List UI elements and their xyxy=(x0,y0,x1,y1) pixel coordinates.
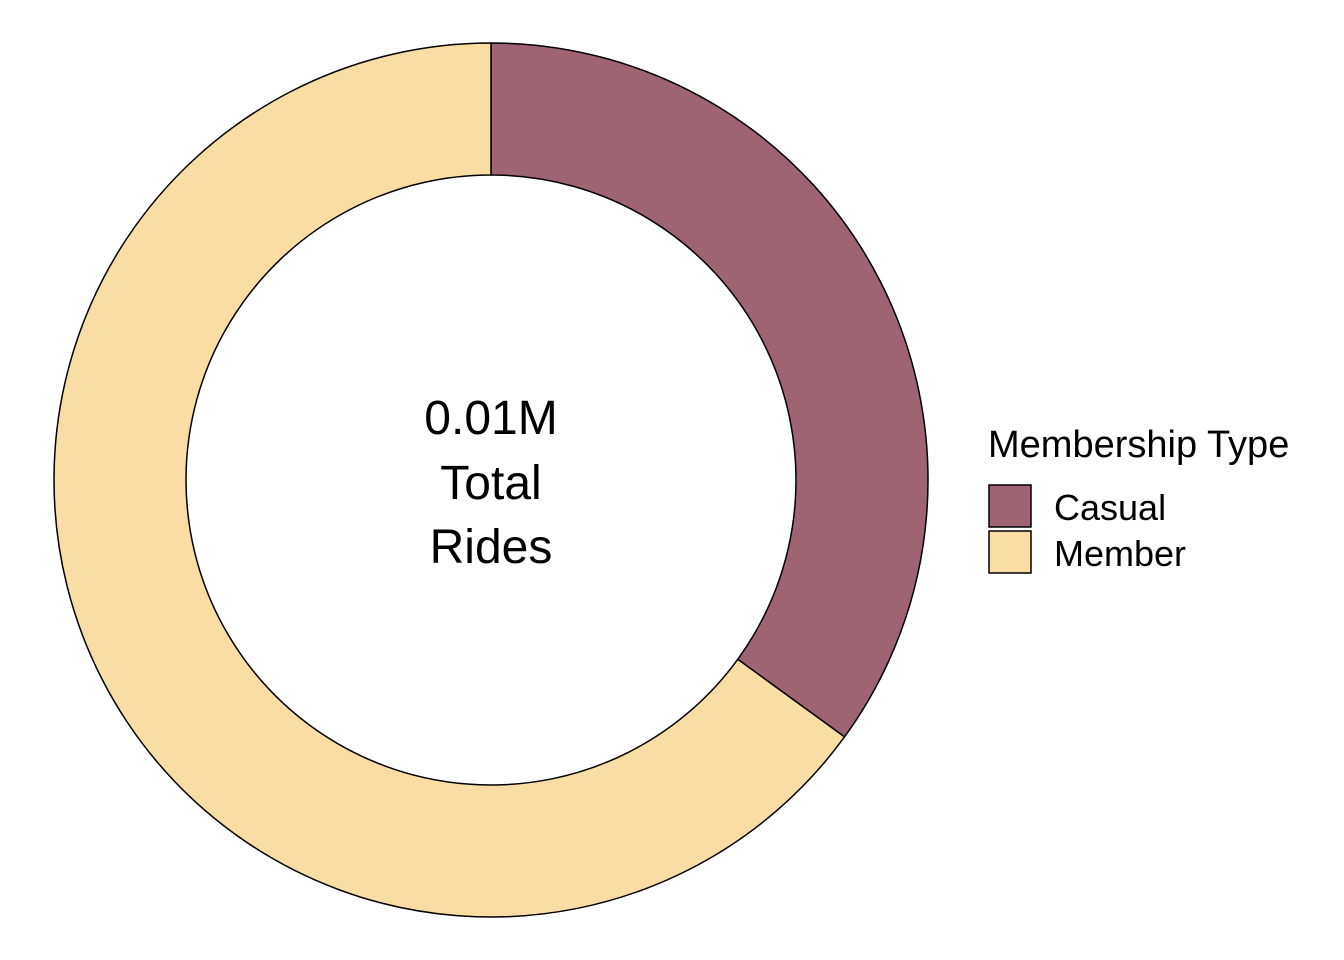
slice-member xyxy=(53,42,846,918)
center-label-line-1: 0.01M xyxy=(424,392,557,445)
slice-casual xyxy=(490,42,929,738)
center-label-line-2: Total xyxy=(440,457,541,510)
legend: Membership Type Casual Member xyxy=(988,424,1289,574)
legend-label-member: Member xyxy=(1054,533,1186,574)
legend-swatch-casual xyxy=(988,484,1032,528)
legend-label-casual: Casual xyxy=(1054,487,1166,528)
donut-slices xyxy=(53,42,929,918)
center-label: 0.01M Total Rides xyxy=(424,392,557,574)
legend-title: Membership Type xyxy=(988,424,1289,466)
center-label-line-3: Rides xyxy=(430,521,553,574)
legend-items: Casual Member xyxy=(988,484,1186,574)
legend-swatch-member xyxy=(988,530,1032,574)
